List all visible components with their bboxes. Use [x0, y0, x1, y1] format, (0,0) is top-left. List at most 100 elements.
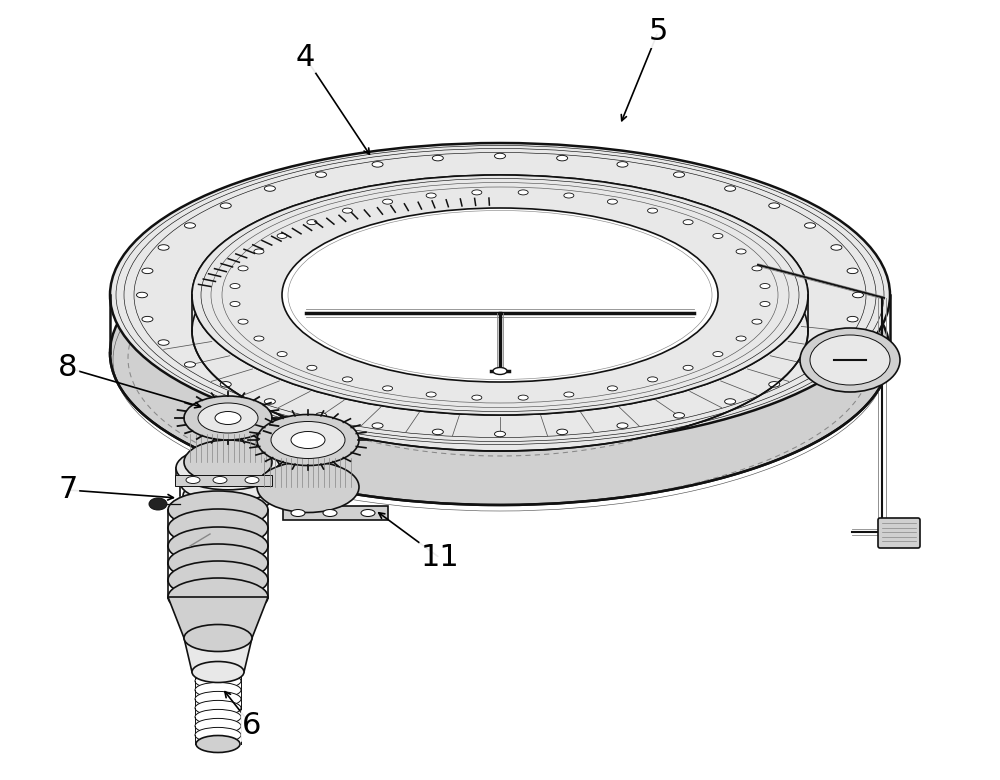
- Ellipse shape: [195, 728, 241, 743]
- Ellipse shape: [852, 292, 864, 298]
- Ellipse shape: [184, 396, 272, 440]
- Ellipse shape: [257, 414, 359, 466]
- Ellipse shape: [245, 477, 259, 484]
- Ellipse shape: [847, 268, 858, 274]
- Ellipse shape: [277, 352, 287, 356]
- Ellipse shape: [607, 199, 617, 204]
- Ellipse shape: [736, 336, 746, 341]
- Ellipse shape: [307, 365, 317, 370]
- Ellipse shape: [186, 477, 200, 484]
- Ellipse shape: [674, 413, 684, 418]
- Ellipse shape: [342, 377, 352, 382]
- Ellipse shape: [557, 155, 568, 161]
- Ellipse shape: [264, 399, 275, 404]
- Text: 7: 7: [58, 476, 78, 505]
- Text: 11: 11: [421, 544, 459, 573]
- Ellipse shape: [254, 249, 264, 254]
- Ellipse shape: [752, 319, 762, 324]
- Ellipse shape: [752, 266, 762, 271]
- Ellipse shape: [184, 362, 195, 367]
- Ellipse shape: [713, 233, 723, 239]
- Ellipse shape: [195, 700, 241, 715]
- Ellipse shape: [432, 429, 443, 434]
- Ellipse shape: [607, 386, 617, 391]
- Ellipse shape: [472, 395, 482, 400]
- Ellipse shape: [195, 691, 241, 707]
- Ellipse shape: [557, 429, 568, 434]
- Text: 5: 5: [648, 17, 668, 47]
- Ellipse shape: [168, 561, 268, 599]
- Ellipse shape: [220, 381, 231, 387]
- Ellipse shape: [168, 509, 268, 547]
- Ellipse shape: [725, 186, 736, 191]
- Ellipse shape: [277, 233, 287, 239]
- Ellipse shape: [291, 431, 325, 448]
- Ellipse shape: [192, 211, 808, 451]
- Polygon shape: [168, 597, 268, 638]
- Ellipse shape: [158, 245, 169, 250]
- Ellipse shape: [361, 509, 375, 516]
- Ellipse shape: [195, 710, 241, 725]
- Ellipse shape: [518, 190, 528, 195]
- Ellipse shape: [184, 223, 195, 229]
- Ellipse shape: [195, 718, 241, 733]
- Ellipse shape: [426, 392, 436, 397]
- Ellipse shape: [220, 203, 231, 208]
- Ellipse shape: [323, 509, 337, 516]
- Ellipse shape: [195, 665, 241, 679]
- Polygon shape: [283, 506, 388, 520]
- Ellipse shape: [831, 245, 842, 250]
- Polygon shape: [184, 638, 252, 672]
- Ellipse shape: [184, 440, 272, 484]
- Text: 4: 4: [295, 42, 315, 72]
- Ellipse shape: [184, 625, 252, 651]
- Ellipse shape: [196, 736, 240, 753]
- Ellipse shape: [683, 220, 693, 225]
- Ellipse shape: [725, 399, 736, 404]
- Ellipse shape: [213, 477, 227, 484]
- Ellipse shape: [316, 413, 327, 418]
- Ellipse shape: [372, 161, 383, 167]
- Ellipse shape: [215, 412, 241, 424]
- Ellipse shape: [315, 172, 326, 177]
- Ellipse shape: [136, 292, 148, 298]
- Ellipse shape: [168, 527, 268, 565]
- Ellipse shape: [683, 365, 693, 370]
- Ellipse shape: [805, 362, 816, 367]
- Ellipse shape: [494, 431, 506, 437]
- Ellipse shape: [230, 283, 240, 289]
- Ellipse shape: [238, 319, 248, 324]
- Ellipse shape: [494, 153, 506, 159]
- Ellipse shape: [769, 381, 780, 387]
- Ellipse shape: [158, 340, 169, 346]
- Ellipse shape: [426, 193, 436, 198]
- Ellipse shape: [254, 336, 264, 341]
- Ellipse shape: [192, 175, 808, 415]
- Ellipse shape: [183, 477, 273, 515]
- Ellipse shape: [432, 155, 443, 161]
- Ellipse shape: [617, 423, 628, 428]
- Ellipse shape: [847, 317, 858, 322]
- Ellipse shape: [110, 201, 890, 505]
- Ellipse shape: [648, 377, 658, 382]
- Text: 6: 6: [242, 711, 262, 740]
- Ellipse shape: [736, 249, 746, 254]
- Ellipse shape: [372, 423, 383, 428]
- Ellipse shape: [383, 386, 393, 391]
- Ellipse shape: [342, 208, 352, 213]
- Ellipse shape: [760, 283, 770, 289]
- Ellipse shape: [195, 673, 241, 689]
- Ellipse shape: [198, 403, 258, 433]
- Ellipse shape: [149, 498, 167, 510]
- Ellipse shape: [493, 367, 507, 374]
- Ellipse shape: [307, 220, 317, 225]
- Ellipse shape: [383, 199, 393, 204]
- Ellipse shape: [142, 317, 153, 322]
- Ellipse shape: [282, 208, 718, 382]
- Ellipse shape: [168, 544, 268, 582]
- Ellipse shape: [176, 446, 280, 490]
- Ellipse shape: [564, 392, 574, 397]
- Ellipse shape: [831, 340, 842, 346]
- Ellipse shape: [180, 462, 276, 502]
- FancyBboxPatch shape: [878, 518, 920, 548]
